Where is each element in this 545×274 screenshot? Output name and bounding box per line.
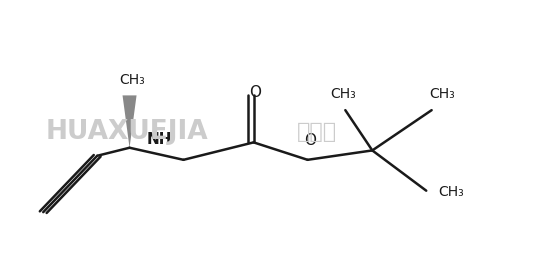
Text: CH₃: CH₃ (438, 185, 464, 199)
Text: 化学加: 化学加 (297, 122, 337, 142)
Text: O: O (304, 133, 316, 148)
Text: NH: NH (147, 132, 172, 147)
Polygon shape (123, 95, 137, 148)
Text: O: O (249, 85, 261, 100)
Text: CH₃: CH₃ (119, 73, 145, 87)
Text: HUAXUEJIA: HUAXUEJIA (46, 119, 209, 145)
Text: CH₃: CH₃ (330, 87, 355, 101)
Text: CH₃: CH₃ (429, 87, 455, 101)
